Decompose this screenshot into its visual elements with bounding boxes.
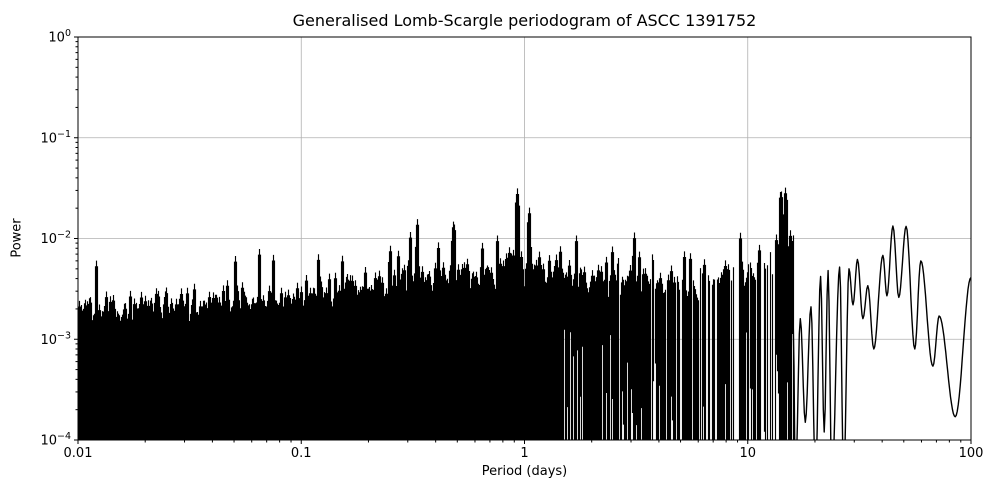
x-tick-labels: 0.01 0.1 1 10 100 [64, 446, 984, 461]
svg-text:10: 10 [739, 446, 756, 461]
svg-text:10−2: 10−2 [40, 230, 71, 248]
svg-text:1: 1 [520, 446, 528, 461]
x-axis-label: Period (days) [481, 464, 568, 479]
svg-text:0.01: 0.01 [64, 446, 93, 461]
periodogram-resolved-curve [792, 225, 971, 440]
svg-text:0.1: 0.1 [291, 446, 312, 461]
chart-title: Generalised Lomb-Scargle periodogram of … [292, 11, 757, 30]
svg-text:100: 100 [959, 446, 984, 461]
svg-text:100: 100 [48, 28, 71, 46]
svg-text:10−3: 10−3 [40, 330, 71, 348]
svg-text:10−1: 10−1 [40, 129, 71, 147]
plot-spines [77, 36, 972, 441]
periodogram-noise-band [78, 187, 795, 440]
